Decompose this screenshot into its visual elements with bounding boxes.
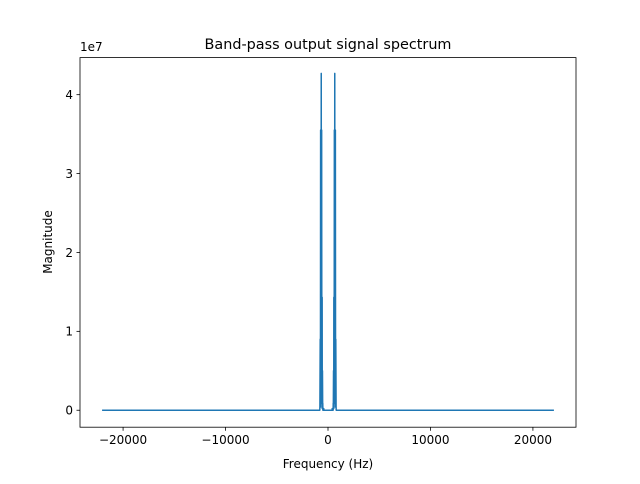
y-axis-ticks: 0 1 2 3 4 <box>65 88 80 418</box>
x-tick-label: 0 <box>324 433 332 447</box>
y-tick-label: 3 <box>65 167 73 181</box>
y-tick-label: 1 <box>65 325 73 339</box>
y-tick-label: 0 <box>65 404 73 418</box>
x-tick-label: 10000 <box>411 433 449 447</box>
y-axis-label: Magnitude <box>41 210 55 274</box>
y-axis-offset-label: 1e7 <box>80 40 103 54</box>
y-tick-label: 4 <box>65 88 73 102</box>
plot-series-group <box>102 72 554 411</box>
x-tick-label: −20000 <box>99 433 147 447</box>
x-axis-ticks: −20000 −10000 0 10000 20000 <box>99 427 552 447</box>
x-axis-label: Frequency (Hz) <box>283 457 374 471</box>
y-tick-label: 2 <box>65 246 73 260</box>
chart-title: Band-pass output signal spectrum <box>205 37 452 53</box>
axes-frame <box>79 57 577 428</box>
x-tick-label: 20000 <box>514 433 552 447</box>
series-line-0 <box>102 72 554 411</box>
x-tick-label: −10000 <box>201 433 249 447</box>
